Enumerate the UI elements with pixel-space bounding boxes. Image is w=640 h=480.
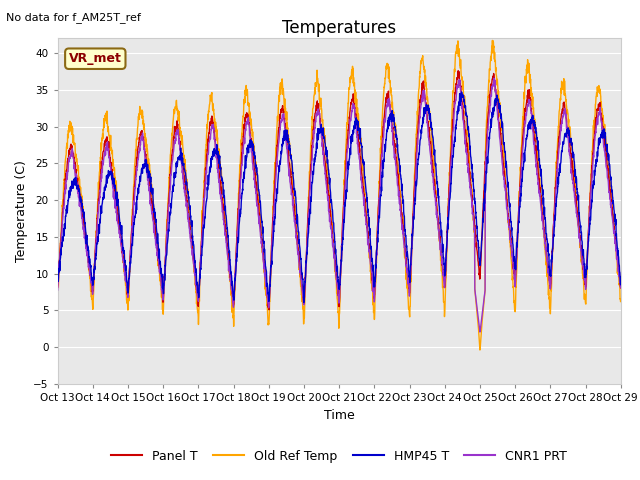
Text: No data for f_AM25T_ref: No data for f_AM25T_ref — [6, 12, 141, 23]
X-axis label: Time: Time — [324, 408, 355, 421]
Title: Temperatures: Temperatures — [282, 19, 396, 37]
Text: VR_met: VR_met — [69, 52, 122, 65]
Legend: Panel T, Old Ref Temp, HMP45 T, CNR1 PRT: Panel T, Old Ref Temp, HMP45 T, CNR1 PRT — [106, 444, 572, 468]
Y-axis label: Temperature (C): Temperature (C) — [15, 160, 28, 262]
